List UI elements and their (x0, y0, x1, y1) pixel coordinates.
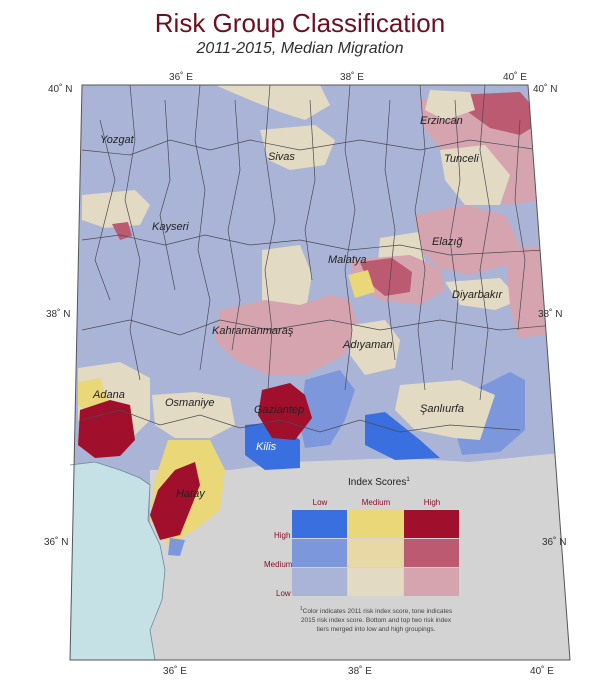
tick-left-40n: 40˚ N (48, 83, 72, 95)
city-osmaniye: Osmaniye (165, 397, 215, 409)
region-hatay-blue (168, 538, 185, 556)
city-hatay: Hatay (176, 488, 206, 500)
region-erzincan-dark (455, 92, 545, 135)
legend-swatch-medium-low (292, 539, 347, 567)
city-kahramanmaras: Kahramanmaraş (212, 325, 294, 337)
tick-left-36n: 36˚ N (44, 536, 68, 548)
region-kayseri-pink (112, 222, 132, 240)
legend-swatch-low-medium (348, 568, 403, 596)
city-kilis: Kilis (256, 441, 277, 453)
region-adiyaman (350, 320, 400, 375)
legend-col-high: High (424, 498, 440, 507)
city-yozgat: Yozgat (100, 134, 135, 146)
tick-top-40e: 40˚ E (503, 71, 527, 83)
city-kayseri: Kayseri (152, 221, 189, 233)
city-sivas: Sivas (268, 151, 295, 163)
map-frame (69, 84, 571, 661)
region-tunceli-beige (440, 145, 510, 205)
legend-title: Index Scores1 (348, 477, 410, 488)
legend-footnote-1: 1Color indicates 2011 risk index score, … (300, 606, 453, 615)
region-malatya-dark (360, 258, 412, 296)
city-elazig: Elazığ (432, 236, 463, 248)
tick-right-38n: 38˚ N (538, 308, 562, 320)
legend-swatch-low-high (404, 568, 459, 596)
legend-swatch-high-high (404, 510, 459, 538)
city-diyarbakir: Diyarbakır (452, 289, 503, 301)
tick-bottom-38e: 38˚ E (348, 665, 372, 677)
tick-right-36n: 36˚ N (542, 536, 566, 548)
legend-swatch-medium-medium (348, 539, 403, 567)
region-east-beige (425, 90, 475, 120)
region-blue-1 (300, 370, 355, 448)
region-sivas-beige2 (260, 125, 335, 170)
legend-row-high: High (274, 531, 290, 540)
legend-grid (292, 510, 459, 596)
city-erzincan: Erzincan (420, 115, 463, 127)
tick-top-38e: 38˚ E (340, 71, 364, 83)
tick-top-36e: 36˚ E (169, 71, 193, 83)
city-tunceli: Tunceli (444, 153, 479, 165)
legend-swatch-high-medium (348, 510, 403, 538)
tick-bottom-36e: 36˚ E (163, 665, 187, 677)
region-osmaniye (152, 392, 235, 438)
legend-swatch-low-low (292, 568, 347, 596)
region-elazig (415, 205, 520, 275)
city-adiyaman: Adıyaman (342, 339, 393, 351)
region-sanliurfa (395, 380, 495, 440)
sea-area (70, 462, 165, 660)
region-south-blue (365, 412, 440, 460)
city-adana: Adana (92, 389, 125, 401)
city-sanliurfa: Şanlıurfa (420, 403, 464, 415)
legend-footnote-3: tiers merged into low and high groupings… (317, 626, 436, 633)
legend-col-medium: Medium (362, 498, 391, 507)
region-diyarbakir-beige (445, 278, 520, 310)
district-borders (81, 85, 556, 433)
tick-left-38n: 38˚ N (46, 308, 70, 320)
legend-row-low: Low (276, 589, 291, 598)
coastline (69, 461, 166, 661)
map-subtitle: 2011-2015, Median Migration (196, 40, 404, 57)
legend-row-medium: Medium (264, 560, 293, 569)
legend: Index Scores1 Low Medium High High Mediu… (264, 477, 459, 633)
city-malatya: Malatya (328, 254, 367, 266)
region-sivas-beige (215, 85, 330, 120)
legend-swatch-medium-high (404, 539, 459, 567)
region-hatay-red (150, 462, 200, 540)
region-malatya-yellow (348, 270, 375, 298)
map-title: Risk Group Classification (154, 8, 446, 38)
region-kayseri-beige (82, 190, 150, 228)
legend-footnote-2: 2015 risk index score. Bottom and top tw… (301, 617, 452, 624)
tick-right-40n: 40˚ N (533, 83, 557, 95)
legend-swatch-high-low (292, 510, 347, 538)
legend-col-low: Low (313, 498, 328, 507)
region-adana-red (78, 400, 135, 458)
region-kahramanmaras (215, 295, 358, 375)
tick-bottom-40e: 40˚ E (530, 665, 554, 677)
city-gaziantep: Gaziantep (254, 404, 304, 416)
